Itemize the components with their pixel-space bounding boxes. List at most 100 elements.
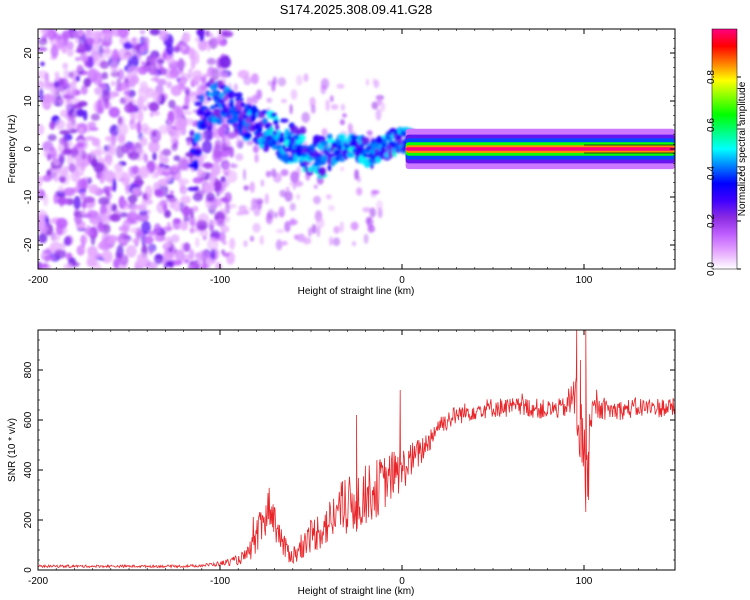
- spectrogram-cell: [139, 209, 148, 216]
- spectrogram-cell: [121, 172, 131, 186]
- spectrogram-cell: [58, 156, 64, 162]
- spectrogram-cell: [103, 30, 113, 39]
- spectrogram-cell: [170, 128, 180, 141]
- spectrogram-cell: [85, 60, 90, 67]
- spectrogram-cell: [339, 221, 345, 233]
- spectrogram-cell: [221, 150, 228, 158]
- spectrogram-cell: [325, 99, 330, 112]
- spectrogram-cell: [141, 95, 148, 102]
- spectrogram-cell: [98, 196, 110, 206]
- spectrogram-cell: [53, 174, 60, 183]
- spectrogram-cell: [280, 98, 287, 104]
- spectrogram-cell: [299, 126, 307, 135]
- spectrogram-cell: [216, 116, 223, 125]
- spectrogram-cell: [225, 135, 230, 146]
- spectrogram-cell: [208, 32, 214, 38]
- spectrogram-cell: [336, 83, 345, 89]
- spectrogram-cell: [183, 215, 190, 222]
- spectrogram-cell: [125, 245, 137, 258]
- spectrogram-cell: [43, 81, 54, 90]
- spectrogram-cell: [284, 221, 291, 233]
- spectrogram-cell: [183, 259, 190, 264]
- spectrogram-cell: [185, 118, 195, 126]
- x-tick-label: 100: [576, 576, 593, 587]
- spectrogram-cell: [38, 123, 45, 136]
- spectrogram-cell: [283, 148, 289, 153]
- spectrogram-cell: [177, 76, 188, 86]
- spectrogram-cell: [152, 152, 157, 161]
- spectrogram-cell: [101, 71, 109, 80]
- spectrogram-cell: [165, 260, 174, 267]
- spectrogram-cell: [101, 36, 113, 47]
- spectrogram-cell: [130, 227, 140, 234]
- spectrogram-cell: [243, 76, 252, 86]
- spectrogram-cell: [122, 219, 130, 234]
- spectrogram-cell: [234, 92, 243, 98]
- spectrogram-cell: [344, 144, 350, 149]
- spectrogram-cell: [179, 44, 187, 51]
- spectrogram-cell: [250, 73, 259, 85]
- spectrogram-cell: [161, 148, 172, 157]
- spectrogram-cell: [137, 109, 144, 123]
- spectrogram-cell: [161, 226, 174, 231]
- spectrogram-cell: [159, 162, 164, 168]
- spectrogram-cell: [220, 176, 226, 183]
- spectrogram-cell: [176, 173, 182, 181]
- spectrogram-cell: [146, 261, 158, 269]
- snr-x-ticks: -200 -100 0 100: [28, 330, 676, 587]
- spectrogram-cell: [217, 190, 224, 195]
- spectrogram-ridge: [405, 128, 675, 170]
- spectrogram-cell: [325, 194, 332, 200]
- spectrogram-cell: [213, 103, 219, 108]
- spectrogram-cell: [375, 157, 381, 163]
- spectrogram-cell: [92, 71, 103, 86]
- spectrogram-cell: [242, 168, 247, 181]
- spectrogram-cell: [198, 250, 210, 260]
- spectrogram-cell: [249, 181, 255, 193]
- spectrogram-cell: [218, 39, 227, 47]
- spectrogram-cell: [73, 171, 85, 176]
- spectrogram-cell: [326, 133, 333, 140]
- spectrogram-cell: [243, 114, 248, 119]
- spectrogram-cell: [214, 179, 222, 188]
- spectrogram-cell: [87, 210, 98, 219]
- colorbar-tick-label: 0.8: [706, 70, 717, 84]
- spectrogram-band: [405, 147, 675, 151]
- spectrogram-cell: [119, 212, 128, 218]
- spectrogram-cell: [289, 104, 293, 115]
- spectrogram-cell: [323, 149, 329, 154]
- spectrogram-cell: [337, 145, 343, 150]
- spectrogram-cell: [99, 60, 110, 69]
- spectrogram-cell: [49, 121, 56, 130]
- spectrogram-cell: [131, 187, 142, 196]
- spectrogram-cell: [98, 227, 104, 233]
- spectrogram-cell: [101, 232, 111, 244]
- spectrogram-cell: [83, 77, 92, 88]
- spectrogram-cell: [189, 249, 195, 260]
- spectrogram-cell: [157, 58, 165, 65]
- spectrogram-cell: [293, 148, 299, 153]
- spectrogram-cell: [340, 167, 345, 171]
- x-tick-label: 0: [399, 576, 405, 587]
- x-tick-label: -200: [28, 576, 48, 587]
- spectrogram-cell: [337, 133, 347, 142]
- spectrogram-cell: [110, 70, 120, 78]
- spectrogram-cell: [101, 82, 107, 90]
- spectrogram-cell: [44, 255, 50, 263]
- spectrogram-cell: [143, 36, 150, 47]
- spectrogram-cell: [139, 136, 148, 147]
- spectrogram-cell: [199, 229, 209, 237]
- spectrogram-cell: [141, 220, 151, 235]
- spectrogram-cell: [68, 116, 75, 122]
- spectrogram-cell: [58, 194, 65, 208]
- spectrogram-cell: [366, 130, 373, 136]
- spectrogram-cell: [375, 108, 382, 121]
- spectrogram-cell: [182, 205, 191, 217]
- spectrogram-cell: [137, 252, 149, 266]
- spectrogram-cell: [285, 186, 290, 192]
- spectrogram-cell: [247, 104, 252, 111]
- spectrogram-cell: [330, 153, 336, 158]
- spectrogram-cell: [147, 62, 158, 76]
- spectrogram-cell: [361, 136, 370, 146]
- spectrogram-cell: [194, 101, 203, 107]
